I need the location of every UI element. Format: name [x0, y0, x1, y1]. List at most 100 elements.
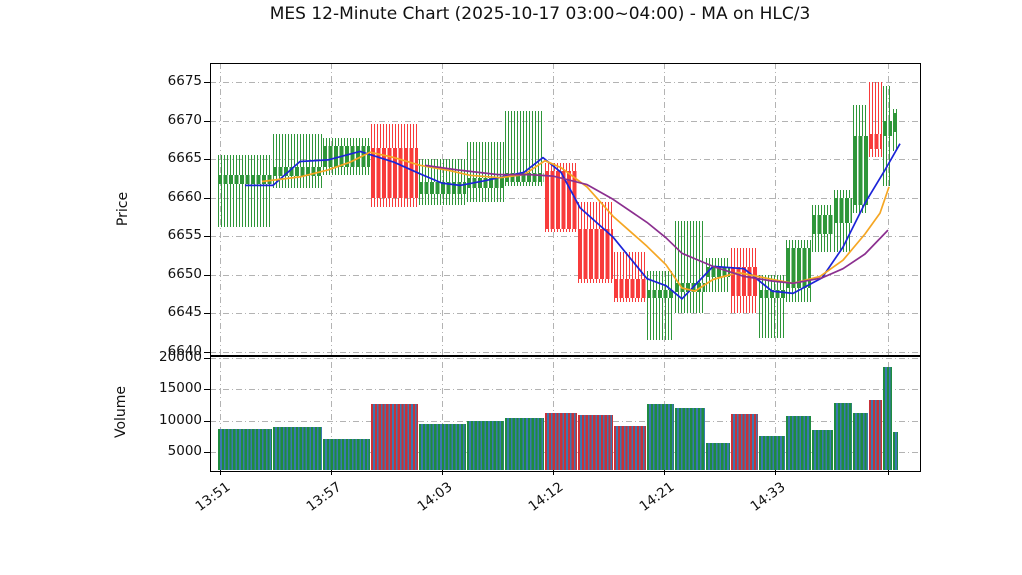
volume-bar-hatch	[218, 428, 272, 470]
price-tick	[204, 313, 210, 315]
time-tick-label: 14:12	[525, 479, 567, 515]
price-gridline	[210, 82, 920, 83]
time-tick-label: 13:51	[192, 479, 234, 515]
candle-body	[218, 174, 272, 185]
candle-body	[467, 178, 504, 189]
price-tick	[204, 120, 210, 122]
candle-body	[834, 197, 852, 223]
volume-tick-label: 10000	[159, 411, 202, 428]
volume-bar-hatch	[614, 426, 646, 470]
candle-range	[218, 155, 272, 227]
time-tick	[664, 470, 665, 475]
price-tick-label: 6665	[167, 150, 202, 167]
time-tick-label: 14:33	[747, 479, 789, 515]
time-tick-label: 14:21	[636, 479, 678, 515]
price-tick-label: 6670	[167, 111, 202, 128]
candle-range	[675, 220, 705, 314]
volume-gridline	[210, 358, 920, 359]
price-tick-label: 6650	[167, 265, 202, 282]
price-tick	[204, 352, 210, 353]
candle-body	[647, 290, 674, 298]
candle-body	[812, 215, 833, 235]
volume-bar-hatch	[323, 439, 370, 470]
candle-range	[647, 271, 674, 341]
volume-bar-hatch	[505, 417, 544, 470]
price-gridline	[210, 313, 920, 315]
price-tick	[204, 274, 210, 276]
candle-body	[578, 228, 613, 279]
candle-body	[853, 136, 868, 206]
volume-bar-hatch	[893, 431, 898, 470]
time-gridline	[442, 63, 443, 470]
price-tick	[204, 82, 210, 83]
price-gridline	[210, 120, 920, 122]
volume-tick-label: 15000	[159, 380, 202, 397]
price-tick-label: 6655	[167, 227, 202, 244]
time-gridline	[775, 63, 776, 470]
volume-bar-hatch	[883, 367, 892, 470]
time-tick	[220, 470, 221, 475]
price-axis-label: Price	[115, 191, 131, 227]
volume-bar-hatch	[545, 412, 577, 470]
candle-range	[467, 141, 504, 202]
volume-bar-hatch	[647, 404, 674, 470]
candle-body	[323, 145, 370, 167]
time-tick	[775, 470, 776, 475]
candle-body	[706, 267, 730, 277]
time-tick	[888, 470, 889, 475]
volume-bar-hatch	[578, 415, 613, 470]
price-tick-label: 6645	[167, 304, 202, 321]
time-tick-label: 14:03	[414, 479, 456, 515]
volume-tick	[204, 389, 210, 391]
volume-tick-label: 20000	[159, 349, 202, 365]
volume-bar-hatch	[869, 399, 882, 470]
candle-range	[759, 274, 785, 339]
candle-body	[614, 278, 646, 298]
price-gridline	[210, 352, 920, 353]
candle-range	[273, 134, 322, 189]
volume-bar-hatch	[371, 404, 418, 470]
volume-axis-label: Volume	[113, 385, 129, 439]
time-gridline	[220, 63, 221, 470]
volume-tick-label: 5000	[167, 443, 202, 459]
candle-body	[731, 267, 758, 297]
candle-body	[545, 170, 577, 229]
candle-body	[273, 166, 322, 177]
candle-body	[883, 120, 892, 136]
volume-bar-hatch	[786, 416, 811, 470]
volume-bar-hatch	[675, 407, 705, 470]
price-gridline	[210, 274, 920, 276]
volume-bar-hatch	[419, 423, 466, 470]
volume-bar-hatch	[273, 426, 322, 470]
volume-bar-hatch	[759, 435, 785, 470]
candle-body	[786, 247, 811, 289]
price-tick-label: 6675	[167, 73, 202, 89]
time-tick-label: 13:57	[303, 479, 345, 515]
price-tick	[204, 197, 210, 199]
time-gridline	[331, 63, 332, 470]
candle-body	[675, 282, 705, 293]
volume-gridline	[210, 389, 920, 391]
candle-body	[505, 172, 544, 183]
price-tick	[204, 159, 210, 161]
volume-tick	[204, 358, 210, 359]
candle-body	[419, 182, 466, 194]
volume-tick	[204, 452, 210, 453]
volume-bar-hatch	[731, 414, 758, 470]
volume-tick	[204, 420, 210, 422]
candle-body	[371, 147, 418, 198]
chart-title: MES 12-Minute Chart (2025-10-17 03:00~04…	[269, 4, 811, 24]
time-tick	[331, 470, 332, 475]
volume-bar-hatch	[467, 421, 504, 470]
time-gridline	[553, 63, 554, 470]
volume-bar-hatch	[834, 403, 852, 470]
candle-range	[883, 85, 892, 187]
volume-bar-hatch	[706, 442, 730, 470]
volume-bar-hatch	[853, 412, 868, 470]
price-tick-label: 6640	[167, 343, 202, 359]
candle-body	[893, 112, 898, 133]
candle-body	[869, 134, 882, 150]
time-tick	[442, 470, 443, 475]
price-tick-label: 6660	[167, 188, 202, 205]
